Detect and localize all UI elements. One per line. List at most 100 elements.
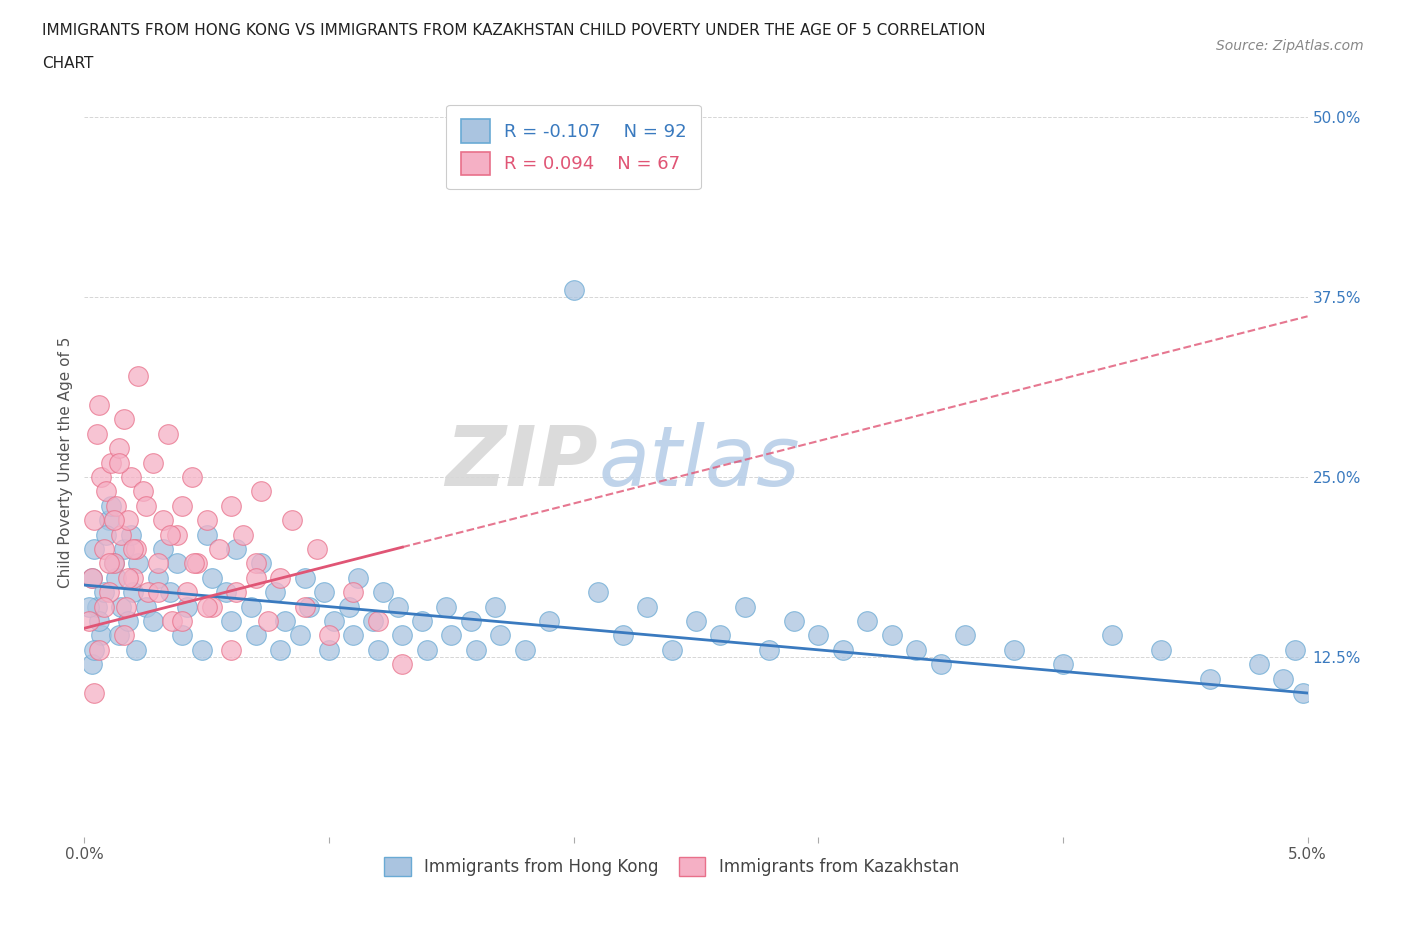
Point <box>87 643 110 658</box>
Point <box>636 599 658 614</box>
Point <box>117 512 139 527</box>
Point <box>219 498 242 513</box>
Point <box>831 643 853 658</box>
Point <box>318 643 340 658</box>
Point <box>269 643 291 658</box>
Text: Source: ZipAtlas.com: Source: ZipAtlas.com <box>1216 39 1364 53</box>
Point <box>142 614 165 629</box>
Point <box>122 585 145 600</box>
Point <box>80 570 103 585</box>
Point <box>1272 671 1295 686</box>
Point <box>219 614 242 629</box>
Point <box>758 643 780 658</box>
Point <box>245 556 267 571</box>
Point <box>953 628 976 643</box>
Point <box>391 628 413 643</box>
Point <box>269 570 291 585</box>
Point <box>127 369 149 384</box>
Point <box>1052 657 1074 671</box>
Point <box>200 570 222 585</box>
Point <box>342 585 364 600</box>
Point <box>83 685 105 700</box>
Point <box>239 599 262 614</box>
Point <box>347 570 370 585</box>
Point <box>176 599 198 614</box>
Point <box>166 527 188 542</box>
Point <box>181 470 204 485</box>
Point <box>1002 643 1025 658</box>
Point <box>195 512 218 527</box>
Point <box>80 657 103 671</box>
Point <box>112 628 135 643</box>
Point <box>103 556 125 571</box>
Point <box>322 614 344 629</box>
Point <box>127 556 149 571</box>
Point <box>176 585 198 600</box>
Point <box>225 541 247 556</box>
Point <box>125 643 148 658</box>
Point <box>298 599 321 614</box>
Point <box>166 556 188 571</box>
Point <box>146 570 169 585</box>
Point <box>387 599 409 614</box>
Point <box>125 541 148 556</box>
Point <box>97 512 120 527</box>
Point <box>225 585 247 600</box>
Point <box>135 498 157 513</box>
Point <box>249 484 271 498</box>
Point <box>294 599 316 614</box>
Point <box>86 427 108 442</box>
Point <box>120 470 142 485</box>
Text: ZIP: ZIP <box>446 422 598 503</box>
Text: atlas: atlas <box>598 422 800 503</box>
Point <box>288 628 311 643</box>
Point <box>105 498 128 513</box>
Point <box>232 527 254 542</box>
Point <box>112 412 135 427</box>
Point <box>93 541 115 556</box>
Point <box>200 599 222 614</box>
Point <box>83 541 105 556</box>
Point <box>115 599 138 614</box>
Point <box>110 599 132 614</box>
Point <box>929 657 952 671</box>
Point <box>142 456 165 471</box>
Point <box>162 614 184 629</box>
Point <box>281 512 304 527</box>
Point <box>484 599 506 614</box>
Text: CHART: CHART <box>42 56 94 71</box>
Point <box>132 484 155 498</box>
Point <box>1292 685 1315 700</box>
Point <box>100 498 122 513</box>
Point <box>436 599 458 614</box>
Point <box>538 614 561 629</box>
Point <box>195 599 218 614</box>
Point <box>152 512 174 527</box>
Point <box>77 599 100 614</box>
Point <box>264 585 287 600</box>
Point <box>361 614 384 629</box>
Point <box>90 470 112 485</box>
Point <box>107 441 129 456</box>
Point <box>107 456 129 471</box>
Point <box>183 556 205 571</box>
Point <box>337 599 360 614</box>
Point <box>411 614 433 629</box>
Point <box>136 585 159 600</box>
Point <box>305 541 328 556</box>
Point <box>371 585 394 600</box>
Point <box>83 512 105 527</box>
Point <box>120 527 142 542</box>
Point <box>93 599 115 614</box>
Point <box>562 283 585 298</box>
Point <box>87 614 110 629</box>
Point <box>186 556 208 571</box>
Point <box>105 570 128 585</box>
Point <box>112 541 135 556</box>
Point <box>215 585 238 600</box>
Y-axis label: Child Poverty Under the Age of 5: Child Poverty Under the Age of 5 <box>58 337 73 589</box>
Point <box>489 628 512 643</box>
Point <box>172 614 194 629</box>
Point <box>152 541 174 556</box>
Point <box>97 585 120 600</box>
